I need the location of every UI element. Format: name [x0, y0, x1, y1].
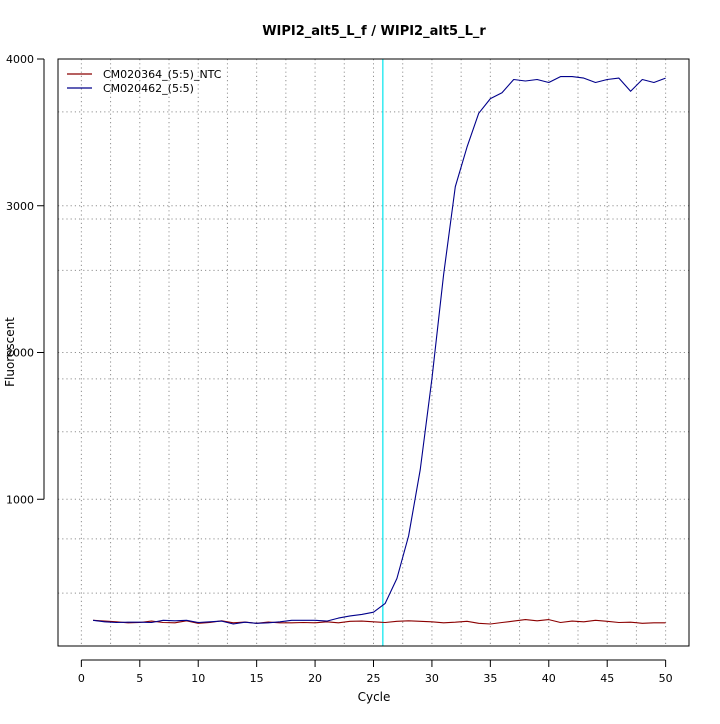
- y-tick-label: 1000: [6, 493, 34, 506]
- legend-label: CM020364_(5:5)_NTC: [103, 68, 222, 81]
- x-tick-label: 35: [483, 672, 497, 685]
- x-tick-label: 15: [250, 672, 264, 685]
- x-tick-label: 10: [191, 672, 205, 685]
- x-tick-label: 30: [425, 672, 439, 685]
- y-tick-label: 2000: [6, 347, 34, 360]
- x-tick-label: 0: [78, 672, 85, 685]
- y-tick-label: 3000: [6, 200, 34, 213]
- x-tick-label: 5: [136, 672, 143, 685]
- y-tick-label: 4000: [6, 53, 34, 66]
- axes: 0 5 10 15 20 25 30 35 40 45 50 1000 2000 3000 4000: [6, 53, 673, 685]
- x-tick-label: 20: [308, 672, 322, 685]
- x-tick-label: 40: [542, 672, 556, 685]
- x-tick-label: 45: [600, 672, 614, 685]
- x-axis-label: Cycle: [358, 690, 391, 704]
- x-tick-label: 50: [659, 672, 673, 685]
- x-tick-label: 25: [367, 672, 381, 685]
- y-axis-label: Fluorescent: [3, 317, 17, 387]
- series-line-2: [93, 76, 666, 625]
- chart-title: WIPI2_alt5_L_f / WIPI2_alt5_L_r: [262, 24, 486, 39]
- legend-label: CM020462_(5:5): [103, 82, 194, 95]
- plot-frame: [57, 58, 690, 647]
- series-layer: [93, 76, 666, 625]
